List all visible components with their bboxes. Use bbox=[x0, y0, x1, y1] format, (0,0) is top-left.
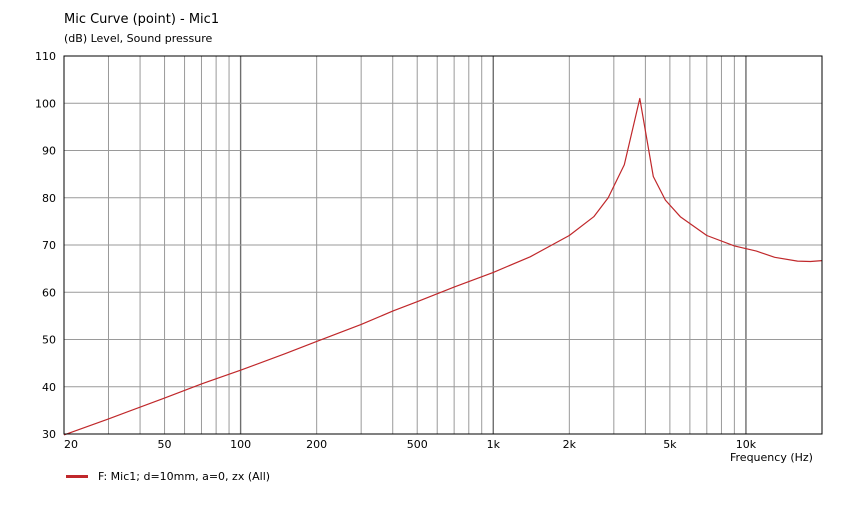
x-tick-label: 50 bbox=[158, 438, 172, 451]
legend-swatch bbox=[66, 475, 88, 478]
y-tick-label: 30 bbox=[42, 428, 56, 441]
x-tick-label: 200 bbox=[306, 438, 327, 451]
y-tick-label: 90 bbox=[42, 145, 56, 158]
x-tick-label: 20 bbox=[64, 438, 78, 451]
y-tick-label: 100 bbox=[35, 97, 56, 110]
y-tick-label: 80 bbox=[42, 192, 56, 205]
y-tick-label: 60 bbox=[42, 286, 56, 299]
x-axis-label: Frequency (Hz) bbox=[730, 451, 813, 464]
y-tick-label: 70 bbox=[42, 239, 56, 252]
series-layer bbox=[63, 97, 823, 436]
y-tick-labels: 30 40 50 60 70 80 90 100 110 bbox=[35, 50, 56, 441]
legend: F: Mic1; d=10mm, a=0, zx (All) bbox=[66, 470, 270, 483]
series-line bbox=[63, 97, 823, 436]
grid-lines bbox=[63, 56, 823, 434]
y-tick-label: 50 bbox=[42, 334, 56, 347]
chart-title: Mic Curve (point) - Mic1 bbox=[64, 12, 220, 27]
x-tick-label: 500 bbox=[407, 438, 428, 451]
y-tick-label: 40 bbox=[42, 381, 56, 394]
x-tick-label: 100 bbox=[230, 438, 251, 451]
x-tick-label: 10k bbox=[736, 438, 757, 451]
y-axis-label: (dB) Level, Sound pressure bbox=[64, 32, 213, 45]
x-tick-label: 5k bbox=[663, 438, 677, 451]
y-tick-label: 110 bbox=[35, 50, 56, 63]
x-tick-label: 2k bbox=[563, 438, 577, 451]
x-tick-label: 1k bbox=[487, 438, 501, 451]
legend-label: F: Mic1; d=10mm, a=0, zx (All) bbox=[98, 470, 271, 483]
x-tick-labels: 20 50 100 200 500 1k 2k 5k 10k bbox=[64, 438, 757, 451]
plot-frame bbox=[63, 55, 823, 435]
